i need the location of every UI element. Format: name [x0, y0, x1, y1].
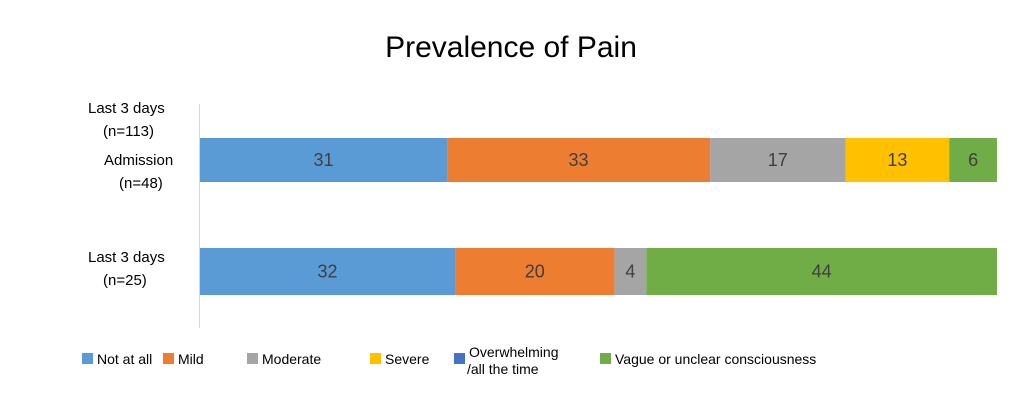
bar-1-segment-3-label: 44 [812, 262, 832, 282]
bar-0-segment-0 [200, 138, 448, 182]
bar-0-segment-4-label: 6 [968, 150, 978, 170]
legend: Not at all Mild Moderate Severe Overwhelming… [82, 344, 816, 377]
category-label-1-line-1: (n=48) [119, 175, 163, 192]
category-label-2-line-1: (n=25) [103, 272, 147, 289]
legend-label-5: Vague or unclear consciousness [615, 351, 816, 367]
bar-0-segment-3-label: 13 [887, 150, 907, 170]
bar-0-segment-2-label: 17 [768, 150, 788, 170]
bar-1-segment-0-label: 32 [318, 262, 338, 282]
category-labels: Last 3 days (n=113) Admission (n=48) Last 3 … [88, 100, 173, 289]
bar-1-segment-1 [455, 248, 615, 295]
legend-label-1: Mild [178, 351, 204, 367]
legend-swatch-0 [82, 353, 93, 364]
bar-0-segment-1-label: 33 [569, 150, 589, 170]
legend-label-2: Moderate [262, 351, 321, 367]
legend-swatch-2 [247, 353, 258, 364]
stacked-bars: 31 33 17 13 632 20 4 44 [200, 138, 997, 295]
category-label-1-line-0: Admission [104, 152, 173, 169]
bar-1-segment-2 [614, 248, 647, 295]
bar-0-segment-1 [447, 138, 711, 182]
bar-0-segment-2 [710, 138, 846, 182]
bar-1-segment-1-label: 20 [525, 262, 545, 282]
bar-0-segment-0-label: 31 [314, 150, 334, 170]
chart-title: Prevalence of Pain [385, 31, 637, 64]
category-label-0-line-0: Last 3 days [88, 100, 165, 117]
legend-label-3: Severe [385, 351, 430, 367]
legend-label-0: Not at all [97, 351, 152, 367]
legend-label-4: Overwhelming/all the time [467, 344, 558, 377]
bar-0-segment-4 [949, 138, 997, 182]
legend-swatch-5 [600, 353, 611, 364]
bar-0-segment-3 [845, 138, 950, 182]
bar-1-segment-3 [646, 248, 997, 295]
category-label-0-line-1: (n=113) [103, 123, 154, 140]
bar-1-segment-0 [200, 248, 456, 295]
bar-1-segment-2-label: 4 [625, 262, 635, 282]
legend-swatch-3 [370, 353, 381, 364]
category-label-2-line-0: Last 3 days [88, 249, 165, 266]
legend-swatch-4 [454, 353, 465, 364]
legend-swatch-1 [163, 353, 174, 364]
